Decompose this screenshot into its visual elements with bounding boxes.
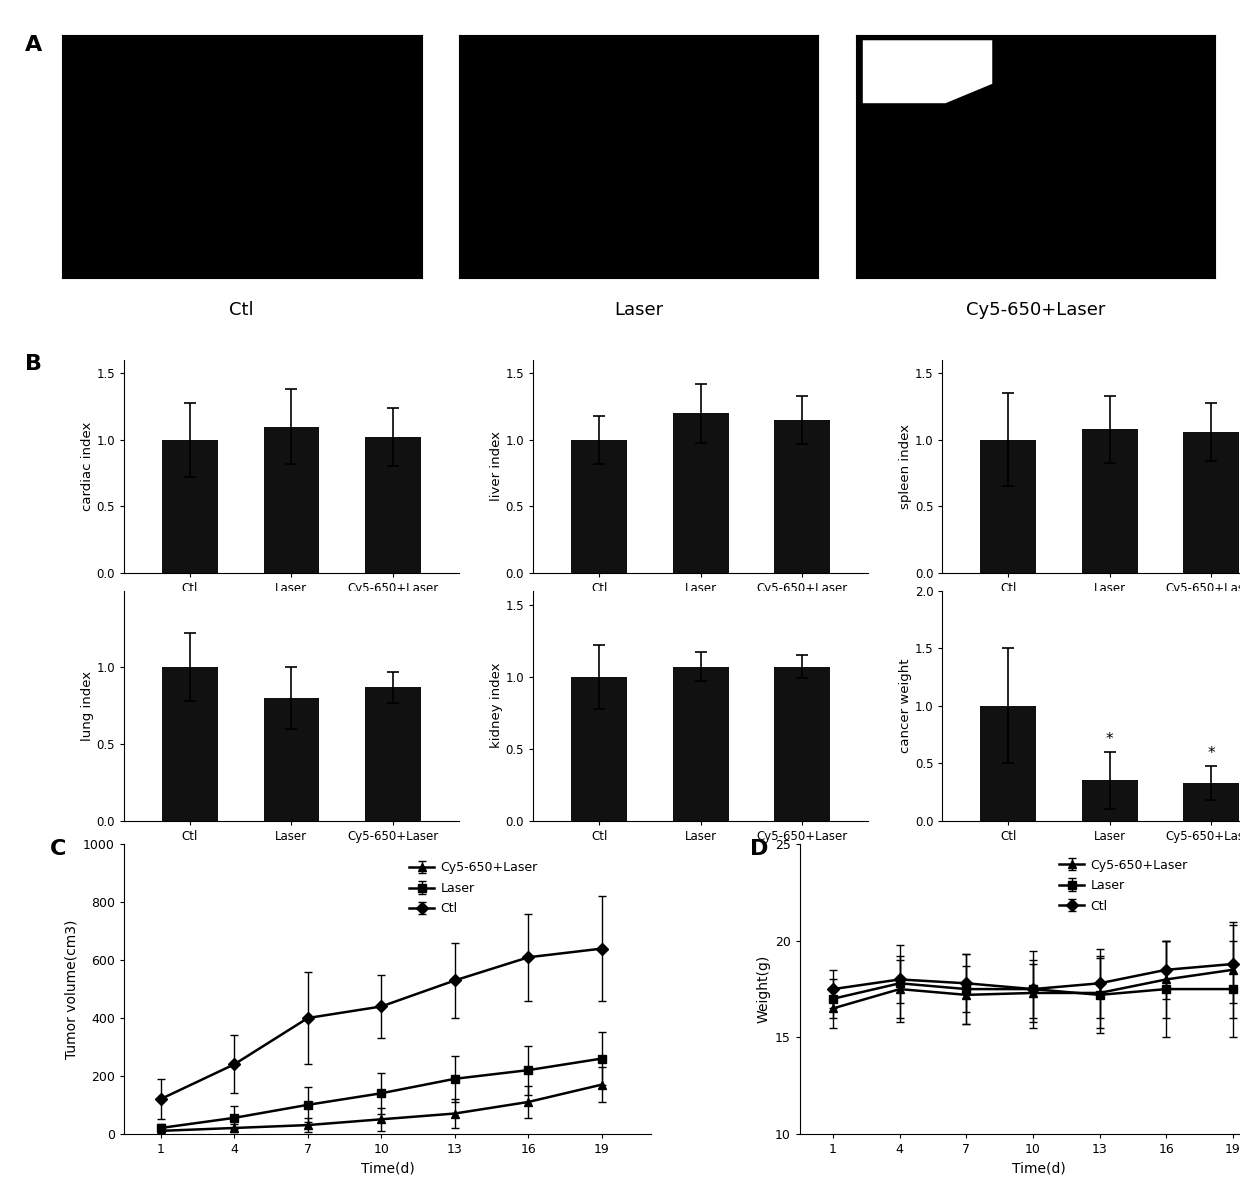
Y-axis label: cancer weight: cancer weight (899, 658, 911, 753)
Text: B: B (25, 354, 42, 374)
Bar (572, 677, 627, 821)
Text: Laser: Laser (614, 301, 663, 319)
X-axis label: Time(d): Time(d) (361, 1161, 414, 1175)
Y-axis label: lung index: lung index (81, 671, 93, 740)
Y-axis label: Tumor volume(cm3): Tumor volume(cm3) (64, 919, 79, 1059)
Bar (263, 426, 320, 573)
X-axis label: Time(d): Time(d) (1012, 1161, 1065, 1175)
Y-axis label: kidney index: kidney index (490, 663, 502, 749)
Circle shape (888, 57, 931, 86)
Y-axis label: spleen index: spleen index (899, 424, 911, 509)
Bar (1183, 432, 1239, 573)
Bar (672, 413, 729, 573)
Bar (263, 698, 320, 821)
Bar (365, 687, 420, 821)
Bar (572, 441, 627, 573)
Bar (1081, 781, 1137, 821)
Bar (672, 667, 729, 821)
Bar (1183, 783, 1239, 821)
Text: D: D (750, 839, 769, 859)
Text: Ctl: Ctl (229, 301, 254, 319)
Text: *: * (1208, 746, 1215, 761)
Bar (774, 667, 830, 821)
Y-axis label: cardiac index: cardiac index (81, 422, 93, 511)
Bar (162, 667, 218, 821)
Y-axis label: liver index: liver index (490, 431, 502, 502)
Legend: Cy5-650+Laser, Laser, Ctl: Cy5-650+Laser, Laser, Ctl (404, 856, 543, 920)
Bar (981, 441, 1037, 573)
Bar (365, 437, 420, 573)
Polygon shape (863, 40, 992, 103)
Legend: Cy5-650+Laser, Laser, Ctl: Cy5-650+Laser, Laser, Ctl (1054, 854, 1193, 918)
Bar (1081, 430, 1137, 573)
Text: C: C (50, 839, 66, 859)
Text: Cy5-650+Laser: Cy5-650+Laser (966, 301, 1105, 319)
Bar (162, 441, 218, 573)
Bar (981, 706, 1037, 821)
Bar (774, 420, 830, 573)
Text: A: A (25, 35, 42, 56)
Y-axis label: Weight(g): Weight(g) (756, 955, 771, 1023)
Text: *: * (1106, 732, 1114, 748)
